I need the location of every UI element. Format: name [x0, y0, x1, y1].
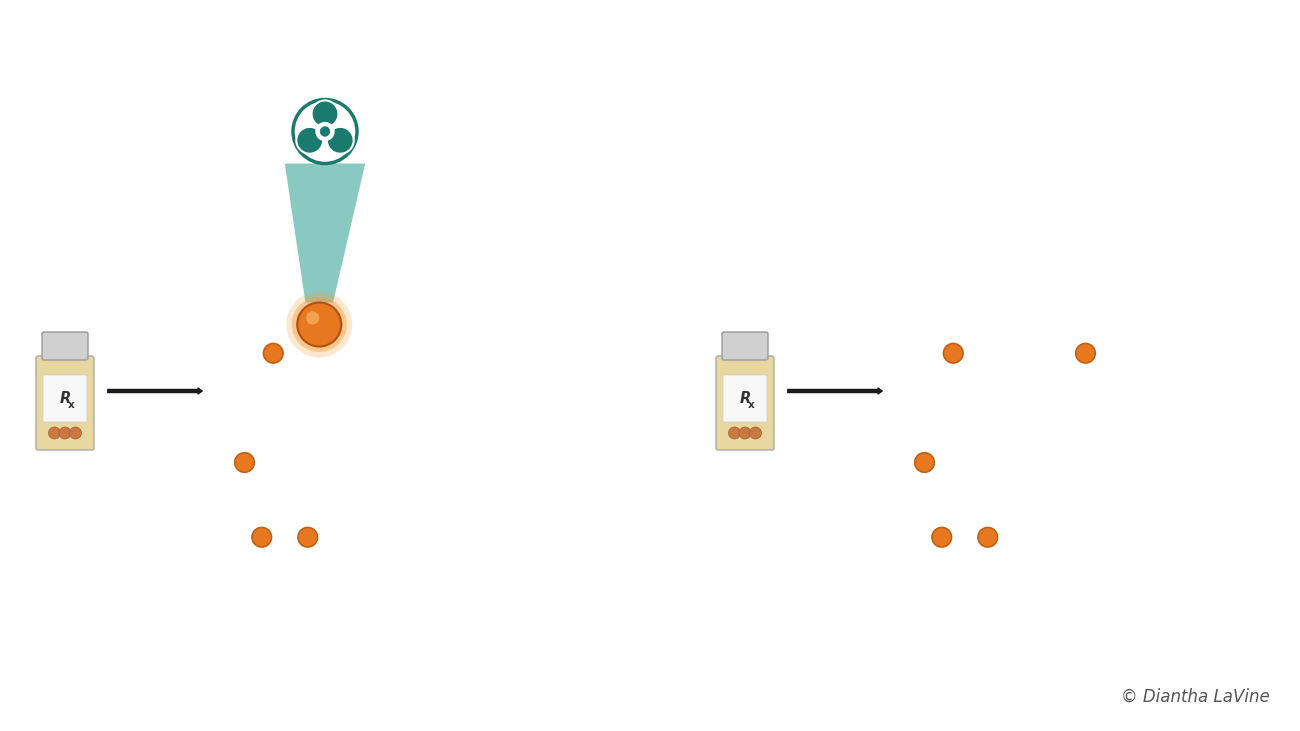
Circle shape [326, 127, 354, 154]
Circle shape [48, 427, 61, 439]
FancyBboxPatch shape [723, 375, 767, 422]
FancyBboxPatch shape [716, 356, 774, 450]
Text: x: x [747, 400, 754, 409]
Circle shape [296, 127, 324, 154]
Circle shape [728, 427, 741, 439]
Circle shape [252, 528, 272, 547]
Circle shape [944, 344, 963, 363]
Text: R: R [60, 391, 70, 406]
Circle shape [69, 427, 82, 439]
Text: © Diantha LaVine: © Diantha LaVine [1121, 688, 1270, 706]
FancyBboxPatch shape [722, 332, 768, 360]
Polygon shape [285, 164, 365, 303]
Circle shape [58, 427, 72, 439]
Circle shape [298, 303, 341, 346]
Circle shape [978, 528, 997, 547]
Circle shape [1075, 344, 1096, 363]
Circle shape [738, 427, 751, 439]
Circle shape [750, 427, 762, 439]
Circle shape [286, 292, 352, 357]
FancyBboxPatch shape [43, 375, 87, 422]
Circle shape [291, 297, 347, 352]
Circle shape [264, 344, 283, 363]
Circle shape [306, 311, 320, 325]
Circle shape [292, 99, 358, 164]
Circle shape [932, 528, 952, 547]
Circle shape [316, 123, 334, 140]
Text: x: x [68, 400, 74, 409]
Text: R: R [740, 391, 750, 406]
Circle shape [312, 100, 338, 127]
FancyBboxPatch shape [36, 356, 94, 450]
Circle shape [235, 452, 255, 472]
Circle shape [298, 528, 317, 547]
Circle shape [915, 452, 935, 472]
Circle shape [320, 126, 330, 136]
FancyBboxPatch shape [42, 332, 88, 360]
